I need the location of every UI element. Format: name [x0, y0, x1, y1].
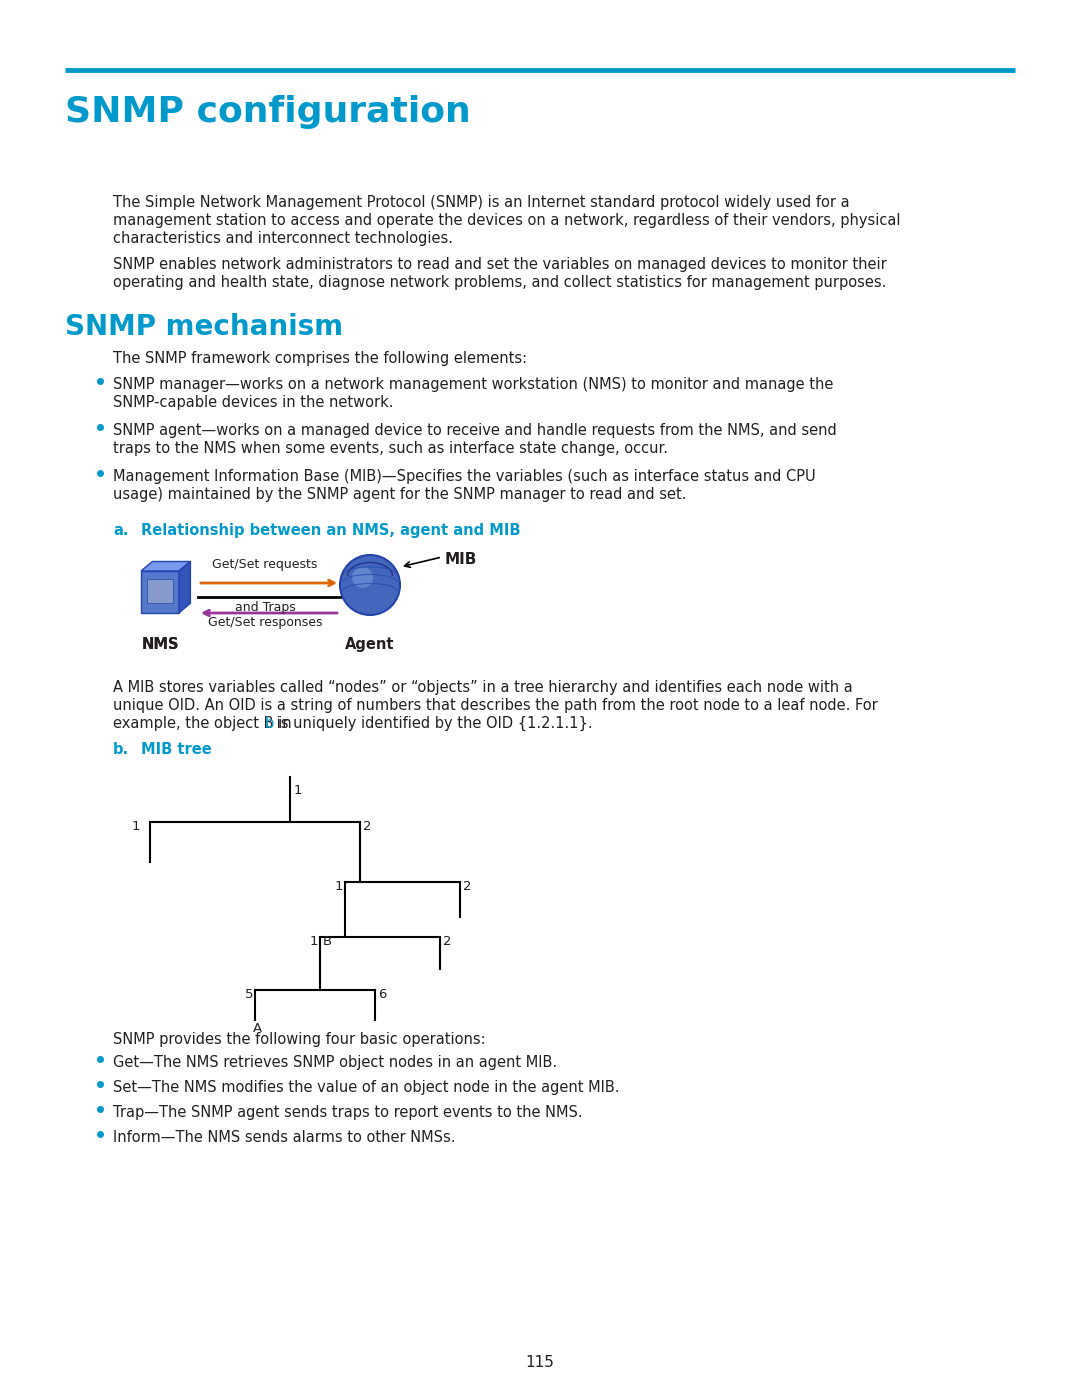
Text: Trap—The SNMP agent sends traps to report events to the NMS.: Trap—The SNMP agent sends traps to repor…: [113, 1105, 582, 1120]
Text: traps to the NMS when some events, such as interface state change, occur.: traps to the NMS when some events, such …: [113, 441, 669, 455]
Text: 2: 2: [463, 880, 472, 893]
Text: Get/Set requests: Get/Set requests: [213, 557, 318, 571]
Circle shape: [340, 555, 400, 615]
Text: Management Information Base (MIB)—Specifies the variables (such as interface sta: Management Information Base (MIB)—Specif…: [113, 469, 815, 483]
Text: is uniquely identified by the OID {1.2.1.1}.: is uniquely identified by the OID {1.2.1…: [271, 717, 592, 731]
Text: Agent: Agent: [346, 637, 395, 652]
Text: B: B: [323, 935, 333, 949]
Text: Set—The NMS modifies the value of an object node in the agent MIB.: Set—The NMS modifies the value of an obj…: [113, 1080, 620, 1095]
Text: 2: 2: [443, 935, 451, 949]
Text: 2: 2: [363, 820, 372, 833]
Text: A: A: [253, 1023, 262, 1035]
Text: a.: a.: [113, 522, 129, 538]
Text: 1: 1: [294, 784, 302, 798]
Text: MIB: MIB: [445, 552, 477, 567]
Text: 6: 6: [378, 988, 387, 1002]
FancyBboxPatch shape: [147, 578, 173, 604]
Text: SNMP-capable devices in the network.: SNMP-capable devices in the network.: [113, 395, 393, 409]
Text: Relationship between an NMS, agent and MIB: Relationship between an NMS, agent and M…: [141, 522, 521, 538]
Text: 1: 1: [335, 880, 343, 893]
Text: NMS: NMS: [141, 637, 179, 652]
Text: Get—The NMS retrieves SNMP object nodes in an agent MIB.: Get—The NMS retrieves SNMP object nodes …: [113, 1055, 557, 1070]
Text: characteristics and interconnect technologies.: characteristics and interconnect technol…: [113, 231, 453, 246]
Text: and Traps: and Traps: [234, 601, 295, 615]
Text: unique OID. An OID is a string of numbers that describes the path from the root : unique OID. An OID is a string of number…: [113, 698, 878, 712]
Text: example, the object B in: example, the object B in: [113, 717, 296, 731]
Text: operating and health state, diagnose network problems, and collect statistics fo: operating and health state, diagnose net…: [113, 275, 887, 291]
Text: Inform—The NMS sends alarms to other NMSs.: Inform—The NMS sends alarms to other NMS…: [113, 1130, 456, 1146]
Text: The SNMP framework comprises the following elements:: The SNMP framework comprises the followi…: [113, 351, 527, 366]
Text: SNMP manager—works on a network management workstation (NMS) to monitor and mana: SNMP manager—works on a network manageme…: [113, 377, 834, 393]
Text: SNMP mechanism: SNMP mechanism: [65, 313, 343, 341]
Text: 1: 1: [132, 820, 140, 833]
Text: usage) maintained by the SNMP agent for the SNMP manager to read and set.: usage) maintained by the SNMP agent for …: [113, 488, 687, 502]
Text: b: b: [265, 717, 274, 731]
Text: Get/Set responses: Get/Set responses: [207, 616, 322, 629]
Text: 115: 115: [526, 1355, 554, 1370]
Text: MIB tree: MIB tree: [141, 742, 212, 757]
Text: SNMP configuration: SNMP configuration: [65, 95, 471, 129]
Circle shape: [352, 567, 373, 588]
Text: SNMP enables network administrators to read and set the variables on managed dev: SNMP enables network administrators to r…: [113, 257, 887, 272]
Text: SNMP agent—works on a managed device to receive and handle requests from the NMS: SNMP agent—works on a managed device to …: [113, 423, 837, 439]
Text: 1: 1: [310, 935, 318, 949]
Text: The Simple Network Management Protocol (SNMP) is an Internet standard protocol w: The Simple Network Management Protocol (…: [113, 196, 850, 210]
Text: NMS: NMS: [141, 637, 179, 652]
Polygon shape: [141, 562, 190, 571]
Text: 5: 5: [244, 988, 253, 1002]
Text: SNMP provides the following four basic operations:: SNMP provides the following four basic o…: [113, 1032, 486, 1046]
Polygon shape: [179, 562, 190, 613]
Text: management station to access and operate the devices on a network, regardless of: management station to access and operate…: [113, 212, 901, 228]
Text: b.: b.: [113, 742, 130, 757]
FancyBboxPatch shape: [141, 571, 179, 613]
Text: A MIB stores variables called “nodes” or “objects” in a tree hierarchy and ident: A MIB stores variables called “nodes” or…: [113, 680, 853, 694]
